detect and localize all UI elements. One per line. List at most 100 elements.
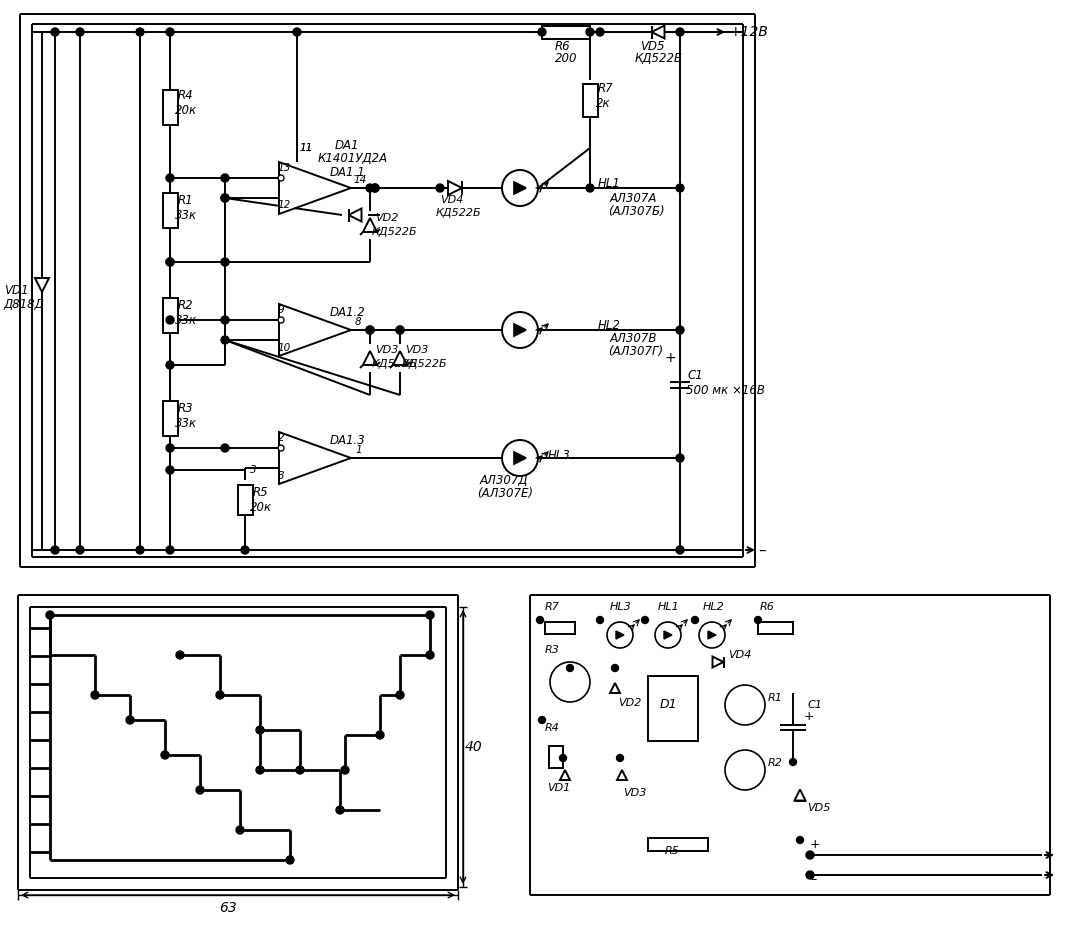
Text: 1: 1 (355, 445, 362, 455)
Circle shape (676, 184, 684, 192)
Text: R6: R6 (555, 40, 571, 53)
Text: –: – (758, 542, 766, 557)
Circle shape (539, 717, 545, 723)
Circle shape (676, 326, 684, 334)
Text: 8: 8 (355, 317, 362, 327)
Text: R3: R3 (545, 645, 560, 655)
Text: 40: 40 (465, 740, 482, 754)
Text: 2к: 2к (596, 96, 610, 109)
Circle shape (550, 662, 590, 702)
Circle shape (796, 836, 803, 844)
Text: 200: 200 (555, 52, 577, 65)
Circle shape (724, 750, 765, 790)
Text: HL3: HL3 (610, 602, 632, 612)
Circle shape (396, 326, 404, 334)
Polygon shape (708, 631, 716, 639)
Bar (550, 746, 563, 768)
Circle shape (366, 326, 375, 334)
Text: R5: R5 (253, 486, 269, 499)
Text: VD2: VD2 (618, 698, 641, 708)
Circle shape (166, 361, 174, 369)
Circle shape (126, 716, 134, 724)
Circle shape (166, 466, 174, 474)
Polygon shape (35, 278, 49, 292)
Text: VD4: VD4 (440, 195, 463, 205)
Circle shape (790, 758, 796, 766)
Circle shape (236, 826, 244, 834)
Bar (162, 193, 177, 227)
Text: 33к: 33к (175, 416, 197, 429)
Text: 20к: 20к (175, 104, 197, 117)
Text: R3: R3 (178, 401, 193, 414)
Text: R7: R7 (598, 82, 614, 95)
Bar (648, 676, 698, 741)
Text: АЛ307Д: АЛ307Д (480, 474, 528, 487)
Text: DA1.1: DA1.1 (330, 166, 366, 179)
Circle shape (166, 444, 174, 452)
Circle shape (691, 616, 699, 624)
Text: 33к: 33к (175, 209, 197, 222)
Circle shape (221, 174, 229, 182)
Bar (162, 90, 177, 124)
Circle shape (607, 622, 633, 648)
Text: DA1.3: DA1.3 (330, 434, 366, 447)
Text: HL1: HL1 (598, 176, 621, 189)
Text: C1: C1 (688, 369, 704, 382)
Circle shape (366, 326, 375, 334)
Polygon shape (393, 351, 407, 365)
Polygon shape (713, 656, 723, 667)
Circle shape (559, 755, 567, 761)
Text: 4: 4 (302, 462, 308, 472)
Text: +: + (810, 839, 821, 852)
Text: VD5: VD5 (807, 803, 830, 813)
Text: VD1: VD1 (4, 284, 29, 297)
Circle shape (296, 766, 304, 774)
Polygon shape (349, 209, 362, 222)
Circle shape (655, 622, 681, 648)
Text: 9: 9 (278, 305, 285, 315)
Polygon shape (795, 790, 806, 801)
Text: 3: 3 (278, 471, 285, 481)
Text: R2: R2 (178, 298, 193, 311)
Circle shape (221, 316, 229, 324)
Text: VD2: VD2 (375, 213, 398, 223)
Text: R6: R6 (760, 602, 775, 612)
Polygon shape (448, 181, 462, 195)
Text: КД522Б: КД522Б (372, 359, 417, 369)
Circle shape (196, 786, 204, 794)
Circle shape (166, 258, 174, 266)
Text: C1: C1 (808, 700, 823, 710)
Circle shape (611, 665, 619, 671)
Circle shape (46, 611, 54, 619)
Circle shape (501, 170, 538, 206)
Circle shape (161, 751, 169, 759)
Circle shape (676, 28, 684, 36)
Circle shape (586, 184, 594, 192)
Polygon shape (278, 162, 351, 214)
Polygon shape (664, 631, 672, 639)
Circle shape (166, 546, 174, 554)
Circle shape (166, 174, 174, 182)
Circle shape (221, 194, 229, 202)
Text: R1: R1 (178, 194, 193, 207)
Circle shape (724, 685, 765, 725)
Circle shape (754, 616, 762, 624)
Circle shape (136, 28, 144, 36)
Polygon shape (278, 304, 351, 356)
Circle shape (341, 766, 349, 774)
Circle shape (371, 184, 379, 192)
Text: HL3: HL3 (548, 449, 571, 462)
Polygon shape (617, 770, 627, 780)
Bar (545, 622, 575, 634)
Circle shape (241, 546, 249, 554)
Circle shape (436, 184, 444, 192)
Bar (583, 83, 598, 117)
Text: 63: 63 (219, 901, 237, 915)
Circle shape (76, 28, 84, 36)
Circle shape (51, 28, 59, 36)
Circle shape (91, 691, 99, 699)
Circle shape (51, 546, 59, 554)
Text: D1: D1 (660, 699, 678, 712)
Text: VD5: VD5 (640, 40, 665, 53)
Text: 10: 10 (278, 343, 291, 353)
